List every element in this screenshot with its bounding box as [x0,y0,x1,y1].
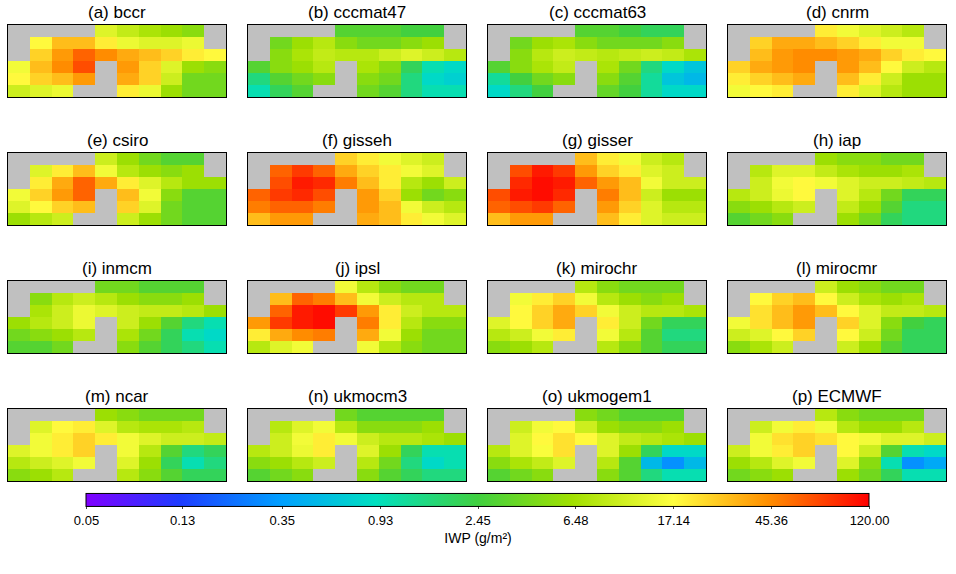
svg-text:(d) cnrm: (d) cnrm [806,3,869,22]
svg-text:(o) ukmogem1: (o) ukmogem1 [542,387,652,406]
svg-text:45.36: 45.36 [755,513,788,528]
svg-text:120.00: 120.00 [850,513,890,528]
svg-text:0.93: 0.93 [368,513,393,528]
svg-text:(j) ipsl: (j) ipsl [335,259,380,278]
svg-text:(g) gisser: (g) gisser [562,131,633,150]
svg-text:(a) bccr: (a) bccr [88,3,146,22]
svg-text:(i) inmcm: (i) inmcm [82,259,152,278]
svg-text:2.45: 2.45 [465,513,490,528]
svg-text:17.14: 17.14 [657,513,690,528]
svg-text:IWP (g/m²): IWP (g/m²) [444,530,511,546]
svg-text:(f) gisseh: (f) gisseh [322,131,392,150]
svg-text:6.48: 6.48 [563,513,588,528]
svg-text:0.05: 0.05 [74,513,99,528]
svg-text:(k) mirochr: (k) mirochr [556,259,638,278]
svg-text:(n) ukmocm3: (n) ukmocm3 [308,387,407,406]
svg-text:(p) ECMWF: (p) ECMWF [792,387,882,406]
svg-text:0.13: 0.13 [170,513,195,528]
svg-text:(h) iap: (h) iap [813,131,861,150]
svg-text:0.35: 0.35 [270,513,295,528]
svg-text:(c) cccmat63: (c) cccmat63 [549,3,646,22]
svg-text:(m) ncar: (m) ncar [85,387,149,406]
svg-text:(e) csiro: (e) csiro [87,131,148,150]
svg-text:(l) mirocmr: (l) mirocmr [796,259,878,278]
svg-text:(b) cccmat47: (b) cccmat47 [308,3,406,22]
